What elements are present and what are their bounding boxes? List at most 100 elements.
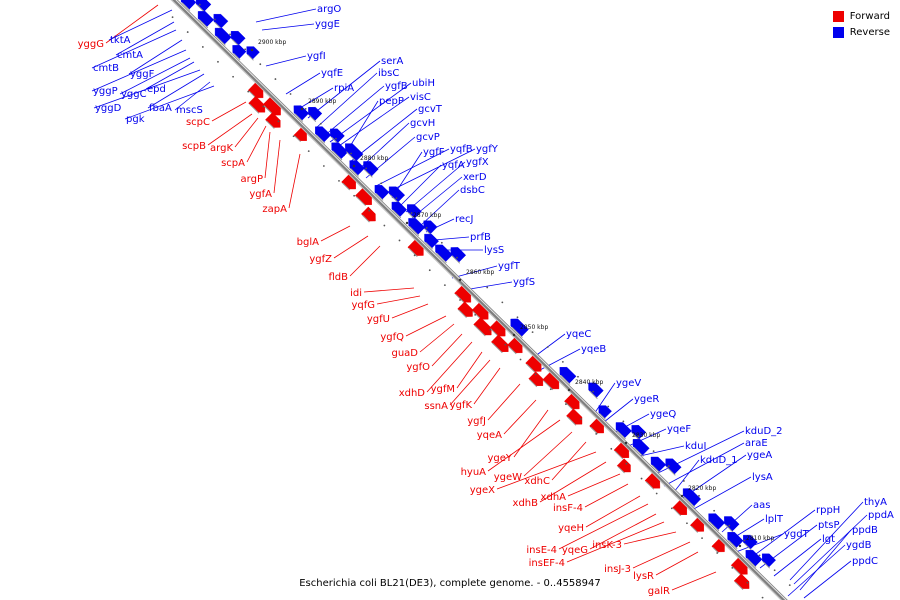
connector-reverse [128, 39, 183, 75]
minor-tick [731, 566, 734, 569]
gene-feature-shadow [543, 380, 554, 391]
minor-tick [474, 313, 477, 316]
gene-feature [650, 456, 667, 473]
gene-feature-shadow [332, 150, 343, 161]
gene-feature [616, 458, 631, 473]
gene-feature [491, 334, 509, 353]
gene-feature-shadow [389, 194, 400, 204]
gene-reverse-label: ygeA [747, 450, 772, 461]
gene-feature [331, 142, 349, 160]
gene-feature-shadow [712, 546, 719, 554]
gene-reverse-label: yggC [121, 89, 147, 100]
gene-feature-shadow [342, 182, 351, 191]
gene-feature [588, 382, 604, 398]
gene-feature [632, 438, 650, 456]
gene-feature [180, 0, 197, 10]
gene-reverse-label: kduD_1 [700, 455, 738, 466]
minor-tick [773, 569, 776, 572]
connector-reverse [91, 29, 177, 69]
gene-forward-label: ygfO [406, 362, 430, 373]
tick-label: 2900 kbp [258, 39, 286, 46]
gene-reverse-label: yggF [130, 69, 155, 80]
connector-reverse [405, 161, 466, 213]
connector-reverse [265, 55, 307, 67]
minor-tick [413, 254, 416, 257]
minor-tick [307, 150, 310, 153]
minor-tick [758, 554, 761, 557]
gene-reverse-label: yqeF [667, 424, 691, 435]
gene-feature [471, 302, 489, 320]
minor-tick [519, 358, 522, 361]
minor-tick [640, 477, 643, 480]
gene-reverse-label: ygfS [513, 277, 535, 288]
minor-tick [652, 450, 655, 453]
gene-reverse-label: rppH [816, 505, 840, 516]
connector-forward [333, 235, 369, 259]
minor-tick [380, 182, 383, 185]
gene-feature-shadow [309, 115, 317, 123]
connector-forward [456, 351, 483, 389]
minor-tick [728, 524, 731, 527]
minor-tick [561, 360, 564, 363]
connector-forward [349, 245, 381, 277]
minor-tick [610, 447, 613, 450]
minor-tick [198, 3, 201, 6]
minor-tick [277, 120, 280, 123]
tick-mark [300, 107, 304, 111]
minor-tick [698, 494, 700, 497]
minor-tick [667, 465, 670, 467]
gene-feature [615, 422, 632, 439]
gene-reverse-label: ygfY [476, 144, 499, 155]
minor-tick [713, 509, 716, 512]
connector-reverse [721, 504, 753, 533]
tick-label: 2830 kbp [632, 432, 660, 439]
minor-tick [655, 492, 658, 495]
gene-feature [262, 97, 281, 116]
minor-tick [262, 105, 265, 108]
connector-reverse [639, 445, 685, 457]
gene-reverse-label: visC [410, 92, 431, 103]
connector-forward [623, 531, 677, 545]
gene-feature-shadow [743, 542, 752, 551]
minor-tick [214, 18, 216, 21]
gene-feature-shadow [731, 565, 742, 576]
gene-forward-label: ygfJ [467, 416, 486, 427]
connector-reverse [335, 96, 410, 149]
gene-forward-label: xdhC [524, 476, 550, 487]
connector-forward [320, 225, 351, 242]
connector-reverse [174, 81, 211, 111]
connector-forward [405, 315, 447, 337]
connector-reverse [603, 398, 634, 423]
gene-forward-label: xdhA [541, 492, 567, 503]
gene-feature [406, 204, 422, 219]
gene-reverse-label: lysS [484, 245, 504, 256]
gene-reverse-label: ygfB [385, 81, 408, 92]
gene-reverse-label: pgk [126, 114, 145, 125]
connector-reverse [419, 189, 460, 227]
gene-feature [733, 573, 750, 589]
connector-forward [419, 323, 455, 353]
gene-reverse-label: gcvH [410, 118, 435, 129]
gene-reverse-label: ygfT [498, 261, 521, 272]
gene-feature [559, 366, 577, 384]
tick-mark [250, 48, 254, 52]
gene-features [180, 0, 776, 590]
tick-mark [458, 278, 462, 282]
minor-tick [247, 90, 250, 93]
gene-feature [195, 0, 212, 12]
gene-feature [457, 301, 473, 317]
minor-tick [670, 507, 673, 510]
minor-tick [459, 299, 461, 301]
gene-feature [293, 105, 310, 121]
minor-tick [686, 522, 688, 525]
gene-forward-label: ygfK [450, 400, 473, 411]
minor-tick [338, 180, 340, 182]
connector-reverse [375, 148, 450, 187]
gene-reverse-label: lplT [765, 514, 784, 525]
gene-feature-shadow [491, 342, 503, 354]
gene-reverse-label: ygdT [784, 529, 810, 540]
connector-forward [513, 409, 549, 458]
minor-tick [229, 33, 231, 36]
gene-reverse-label: gcvP [416, 132, 440, 143]
